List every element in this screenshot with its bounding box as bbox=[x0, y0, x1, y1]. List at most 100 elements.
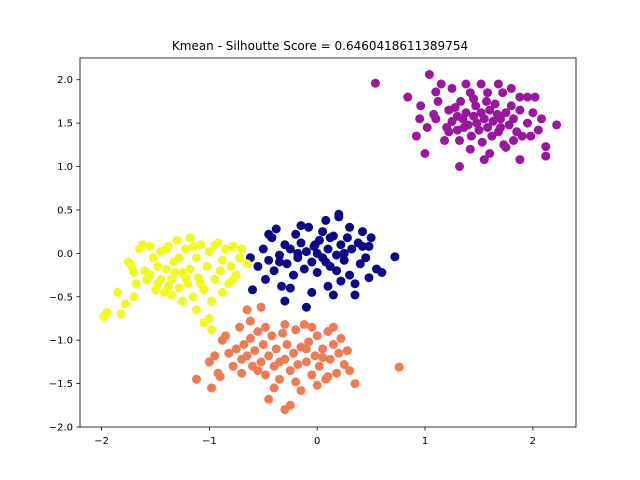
data-point bbox=[280, 296, 290, 306]
data-point bbox=[321, 257, 331, 267]
data-point bbox=[237, 244, 247, 254]
data-point bbox=[293, 360, 303, 369]
data-point bbox=[192, 305, 201, 315]
data-point bbox=[192, 374, 201, 384]
x-tick-label: 0 bbox=[314, 436, 320, 447]
data-point bbox=[196, 279, 206, 289]
data-point bbox=[275, 357, 284, 367]
data-point bbox=[129, 292, 139, 302]
data-point bbox=[342, 346, 352, 356]
data-point bbox=[339, 248, 349, 258]
data-point bbox=[377, 268, 387, 277]
data-point bbox=[204, 247, 214, 257]
data-point bbox=[472, 118, 482, 128]
data-point bbox=[253, 261, 263, 271]
data-point bbox=[226, 261, 236, 271]
data-point bbox=[304, 337, 314, 347]
data-point bbox=[422, 123, 432, 132]
data-point bbox=[350, 279, 360, 289]
data-point bbox=[280, 320, 290, 329]
data-point bbox=[163, 281, 173, 291]
data-point bbox=[515, 155, 525, 165]
data-point bbox=[541, 142, 551, 152]
data-point bbox=[476, 79, 486, 89]
data-point bbox=[269, 266, 279, 276]
data-point bbox=[145, 241, 155, 251]
data-point bbox=[228, 361, 238, 371]
data-point bbox=[342, 233, 352, 243]
axes-layer: −2 −1 0 1 2 −2.0 −1.5 −1.0 −0.5 0.0 0.5 1.0 1.5 2.0 bbox=[49, 57, 577, 447]
data-point bbox=[517, 131, 527, 141]
data-point bbox=[436, 79, 446, 89]
data-point bbox=[248, 285, 257, 295]
data-point bbox=[296, 221, 306, 231]
data-point bbox=[307, 370, 317, 380]
data-point bbox=[332, 250, 342, 260]
data-point bbox=[318, 353, 328, 362]
data-point bbox=[488, 116, 498, 126]
data-point bbox=[479, 114, 489, 124]
data-point bbox=[307, 287, 317, 297]
data-point bbox=[339, 255, 349, 265]
data-point bbox=[498, 88, 508, 98]
data-point bbox=[552, 120, 562, 130]
data-point bbox=[469, 94, 479, 104]
data-point bbox=[250, 346, 260, 356]
data-point bbox=[204, 357, 214, 367]
data-point bbox=[339, 360, 349, 369]
data-point bbox=[358, 241, 367, 251]
data-point bbox=[221, 244, 231, 254]
y-tick-label: −1.0 bbox=[49, 336, 73, 347]
data-point bbox=[264, 255, 274, 265]
data-point bbox=[237, 368, 247, 378]
data-point bbox=[277, 281, 287, 291]
data-point bbox=[526, 131, 536, 141]
y-tick-label: 0.5 bbox=[57, 205, 73, 216]
data-point bbox=[429, 109, 439, 119]
data-point bbox=[447, 83, 457, 93]
data-point bbox=[307, 322, 317, 332]
data-point bbox=[530, 92, 540, 102]
data-point bbox=[291, 229, 301, 239]
data-point bbox=[267, 331, 277, 341]
data-point bbox=[321, 215, 331, 225]
data-point bbox=[332, 368, 342, 378]
data-point bbox=[207, 325, 216, 335]
data-point bbox=[403, 92, 413, 102]
data-point bbox=[345, 270, 355, 280]
data-point bbox=[509, 114, 518, 124]
data-point bbox=[506, 83, 516, 93]
data-point bbox=[261, 322, 270, 332]
y-tick-label: 1.5 bbox=[57, 119, 73, 130]
data-point bbox=[477, 137, 487, 147]
data-point bbox=[258, 340, 268, 349]
data-point bbox=[461, 108, 471, 118]
data-point bbox=[188, 241, 198, 251]
data-point bbox=[275, 257, 284, 267]
data-point bbox=[307, 257, 317, 267]
data-point bbox=[217, 335, 227, 345]
data-point bbox=[299, 264, 309, 274]
data-point bbox=[496, 123, 505, 132]
data-point bbox=[433, 96, 443, 106]
data-point bbox=[285, 244, 295, 254]
data-point bbox=[177, 296, 187, 306]
data-point bbox=[347, 244, 357, 254]
data-point bbox=[490, 99, 500, 109]
plot-frame bbox=[79, 57, 577, 428]
data-point bbox=[285, 400, 295, 410]
data-point bbox=[192, 253, 201, 263]
data-point bbox=[479, 155, 489, 165]
data-point bbox=[258, 244, 268, 254]
data-point bbox=[537, 114, 546, 124]
data-point bbox=[217, 287, 227, 297]
data-point bbox=[245, 333, 255, 343]
data-point bbox=[296, 238, 306, 248]
data-point bbox=[261, 370, 270, 380]
data-point bbox=[424, 70, 434, 79]
data-point bbox=[355, 259, 365, 269]
data-point bbox=[188, 292, 198, 302]
data-point bbox=[239, 340, 249, 349]
data-point bbox=[364, 273, 374, 283]
data-point bbox=[129, 268, 139, 277]
